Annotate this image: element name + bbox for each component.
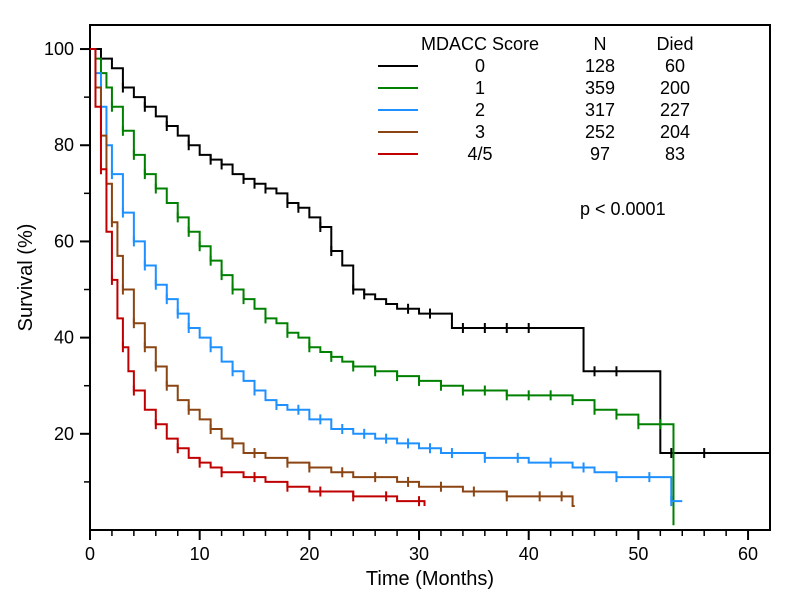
legend-died-3: 204 <box>660 122 690 142</box>
km-curve-score-3 <box>90 49 575 506</box>
x-tick-label: 10 <box>190 544 210 564</box>
x-tick-label: 50 <box>628 544 648 564</box>
y-axis-label: Survival (%) <box>15 224 37 332</box>
p-value-text: p < 0.0001 <box>580 199 666 219</box>
x-tick-label: 40 <box>519 544 539 564</box>
legend-n-1: 359 <box>585 78 615 98</box>
legend-score-4: 4/5 <box>467 144 492 164</box>
y-tick-label: 40 <box>54 328 74 348</box>
legend-score-0: 0 <box>475 56 485 76</box>
legend-died-1: 200 <box>660 78 690 98</box>
y-tick-label: 100 <box>44 39 74 59</box>
legend-header-score: MDACC Score <box>421 34 539 54</box>
y-tick-label: 60 <box>54 231 74 251</box>
x-axis-label: Time (Months) <box>366 568 494 590</box>
km-chart: 010203040506020406080100Time (Months)Sur… <box>0 0 795 598</box>
y-tick-label: 80 <box>54 135 74 155</box>
chart-svg: 010203040506020406080100Time (Months)Sur… <box>0 0 795 598</box>
legend-score-1: 1 <box>475 78 485 98</box>
legend-n-0: 128 <box>585 56 615 76</box>
x-tick-label: 60 <box>738 544 758 564</box>
legend-died-0: 60 <box>665 56 685 76</box>
legend-score-2: 2 <box>475 100 485 120</box>
legend-score-3: 3 <box>475 122 485 142</box>
x-tick-label: 20 <box>299 544 319 564</box>
legend-header-n: N <box>594 34 607 54</box>
x-tick-label: 0 <box>85 544 95 564</box>
legend-n-3: 252 <box>585 122 615 142</box>
legend-n-4: 97 <box>590 144 610 164</box>
km-curve-score-1 <box>90 49 673 525</box>
legend-died-2: 227 <box>660 100 690 120</box>
y-tick-label: 20 <box>54 424 74 444</box>
legend-header-died: Died <box>656 34 693 54</box>
legend-died-4: 83 <box>665 144 685 164</box>
legend-n-2: 317 <box>585 100 615 120</box>
x-tick-label: 30 <box>409 544 429 564</box>
